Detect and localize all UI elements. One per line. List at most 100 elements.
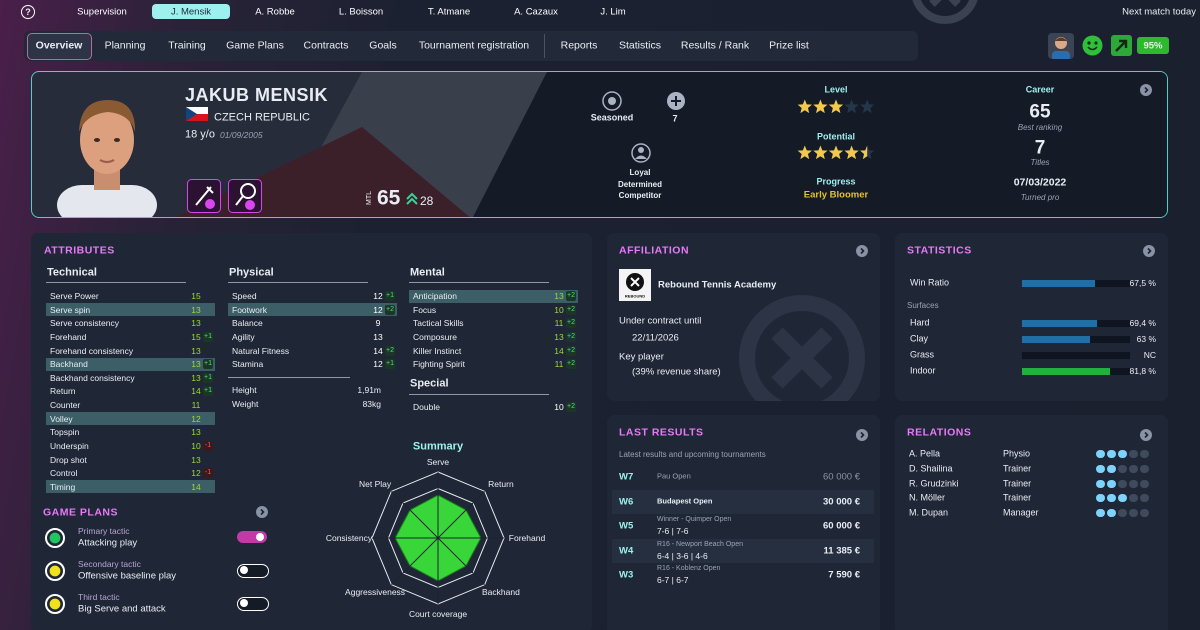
player-tab[interactable]: J. Lim <box>600 6 626 18</box>
attribute-value: 12 <box>373 304 383 315</box>
game-plans-details-button[interactable] <box>256 506 268 518</box>
morale-value: 95% <box>1143 39 1163 51</box>
score: 6-7 | 6-7 <box>657 574 689 585</box>
attribute-name: Underspin <box>50 440 89 451</box>
physique-name: Weight <box>232 398 259 409</box>
experience-icon <box>602 91 622 111</box>
nav-item[interactable]: Tournament registration <box>418 39 530 52</box>
progress-label: Progress <box>816 176 856 187</box>
relation-icon <box>1096 494 1105 503</box>
row-highlight <box>228 303 397 317</box>
trait-count: 7 <box>672 113 678 124</box>
attribute-name: Serve Power <box>50 290 99 301</box>
player-tab[interactable]: J. Mensik <box>170 6 212 18</box>
personality-trait: Determined <box>617 179 663 189</box>
event-name: R16 - Koblenz Open <box>657 564 721 572</box>
attribute-name: Backhand consistency <box>50 372 135 383</box>
relations-details-button[interactable] <box>1140 429 1152 441</box>
nav-item[interactable]: Results / Rank <box>680 39 750 52</box>
staff-role: Trainer <box>1003 478 1032 489</box>
best-ranking: 65 <box>1029 101 1051 123</box>
birth-date: 01/09/2005 <box>220 129 263 140</box>
personality-trait: Competitor <box>618 191 662 201</box>
group-underline <box>228 282 368 283</box>
attribute-name: Control <box>50 468 78 479</box>
group-title: Physical <box>229 266 274 279</box>
nav-item[interactable]: Statistics <box>618 39 662 52</box>
attribute-change: +1 <box>204 373 212 381</box>
tactic-toggle[interactable] <box>237 531 267 543</box>
relation-icon <box>1096 479 1105 488</box>
nav-item[interactable]: Overview <box>35 39 83 52</box>
card-details-button[interactable] <box>1140 84 1152 96</box>
change-badge <box>203 372 213 383</box>
career-title: Career <box>1025 84 1055 95</box>
attribute-change: +2 <box>567 291 575 299</box>
relation-icon <box>1096 509 1105 518</box>
tactic-toggle[interactable] <box>237 564 269 578</box>
row-highlight <box>46 303 215 317</box>
player-tab[interactable]: Supervision <box>77 6 127 18</box>
row-background <box>612 489 874 514</box>
affiliation-details-button[interactable] <box>856 245 868 257</box>
radar-axis-label: Aggressiveness <box>345 586 406 597</box>
nav-item[interactable]: Reports <box>560 39 598 52</box>
attribute-change: +2 <box>567 402 575 410</box>
nav-item[interactable]: Training <box>168 39 206 52</box>
attribute-name: Serve consistency <box>50 318 119 329</box>
change-badge <box>566 345 576 356</box>
player-tab[interactable]: A. Cazaux <box>514 6 558 18</box>
mtl-value: 65 <box>377 186 401 210</box>
change-badge <box>566 359 576 370</box>
attribute-name: Balance <box>232 318 263 329</box>
star <box>813 145 828 160</box>
attribute-value: 12 <box>373 290 383 301</box>
help-button[interactable]: ? <box>21 5 35 19</box>
player-tab[interactable]: L. Boisson <box>338 6 384 18</box>
revenue-share: (39% revenue share) <box>632 366 721 378</box>
results-details-button[interactable] <box>856 429 868 441</box>
relation-icon <box>1129 450 1138 458</box>
mood-icon <box>1082 35 1103 56</box>
staff-role: Trainer <box>1003 463 1032 474</box>
statistics-details-button[interactable] <box>1143 245 1155 257</box>
attribute-change: +2 <box>567 346 575 354</box>
attribute-name: Footwork <box>232 304 267 315</box>
contract-label: Under contract until <box>619 315 702 327</box>
active-nav-button <box>27 33 92 60</box>
tactic-toggle[interactable] <box>237 597 269 611</box>
attribute-value: 12 <box>191 413 201 424</box>
physique-value: 83kg <box>362 398 381 409</box>
attribute-change: +1 <box>386 291 394 299</box>
titles-label: Titles <box>1030 158 1050 168</box>
attribute-change: +2 <box>386 346 394 354</box>
prize: 7 590 € <box>828 569 860 581</box>
physique-value: 1,91m <box>357 384 381 395</box>
nav-item[interactable]: Goals <box>369 39 397 52</box>
manager-avatar[interactable] <box>1048 33 1074 59</box>
nav-item[interactable]: Contracts <box>303 39 349 52</box>
relation-icon <box>1096 464 1105 473</box>
event-name: Pau Open <box>657 471 691 481</box>
active-tab-pill <box>152 4 230 19</box>
player-tab[interactable]: A. Robbe <box>255 6 295 18</box>
group-underline <box>409 394 549 395</box>
nav-item[interactable]: Planning <box>104 39 146 52</box>
statistics-panel <box>895 233 1168 401</box>
relation-icon <box>1096 450 1105 458</box>
staff-role: Trainer <box>1003 492 1032 503</box>
nav-item[interactable]: Prize list <box>769 39 809 52</box>
event-name: R16 - Newport Beach Open <box>657 540 743 548</box>
event-name: Winner - Quimper Open <box>657 515 732 523</box>
row-highlight <box>46 357 215 371</box>
nav-item[interactable]: Game Plans <box>226 39 284 52</box>
relation-level <box>1096 450 1152 459</box>
relation-level <box>1096 464 1152 474</box>
player-tab[interactable]: T. Atmane <box>427 6 471 18</box>
attribute-name: Forehand <box>50 331 87 342</box>
personality-icon <box>631 143 651 163</box>
radar-axis-label: Court coverage <box>408 608 468 619</box>
attribute-value: 15 <box>191 290 201 301</box>
attribute-name: Composure <box>413 331 457 342</box>
change-badge <box>566 331 576 342</box>
